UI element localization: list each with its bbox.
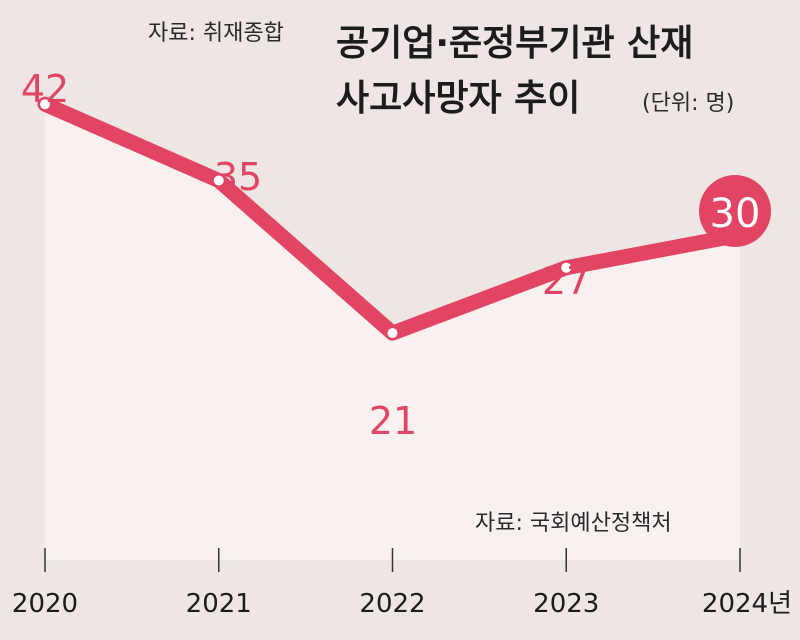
data-label-4: 30 — [710, 191, 761, 237]
x-tick-label-4: 2024년 — [702, 589, 792, 619]
data-point-3 — [561, 262, 572, 273]
source-bottom: 자료: 국회예산정책처 — [475, 511, 672, 536]
x-tick-label-1: 2021 — [186, 589, 252, 619]
x-tick-label-2: 2022 — [359, 589, 425, 619]
chart-title-line2: 사고사망자 추이 — [336, 78, 580, 119]
data-label-2: 21 — [369, 399, 417, 443]
data-label-3: 27 — [542, 259, 590, 303]
data-point-1 — [213, 175, 224, 186]
data-label-0: 42 — [21, 67, 69, 111]
source-top: 자료: 취재종합 — [148, 21, 284, 46]
data-point-2 — [387, 328, 398, 339]
highlight-circle — [699, 175, 771, 247]
chart-area — [45, 104, 740, 560]
data-point-0 — [40, 99, 50, 110]
x-tick-label-3: 2023 — [533, 589, 599, 619]
chart-title-line1: 공기업·준정부기관 산재 — [336, 23, 693, 64]
x-tick-label-0: 2020 — [12, 589, 78, 619]
data-label-1: 35 — [214, 155, 262, 199]
unit-label: (단위: 명) — [642, 91, 734, 116]
